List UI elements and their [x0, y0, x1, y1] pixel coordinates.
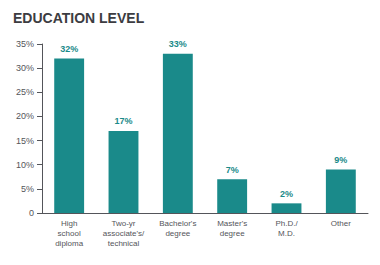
- svg-text:Bachelor's: Bachelor's: [159, 219, 196, 228]
- svg-text:Master's: Master's: [217, 219, 247, 228]
- svg-text:5%: 5%: [21, 184, 34, 194]
- svg-text:15%: 15%: [16, 136, 34, 146]
- svg-text:diploma: diploma: [55, 239, 84, 248]
- svg-text:25%: 25%: [16, 87, 34, 97]
- svg-text:35%: 35%: [16, 39, 34, 49]
- svg-text:7%: 7%: [226, 165, 239, 175]
- svg-text:Other: Other: [331, 219, 351, 228]
- svg-text:associate's/: associate's/: [103, 229, 145, 238]
- svg-text:17%: 17%: [114, 116, 132, 126]
- svg-text:technical: technical: [108, 239, 140, 248]
- svg-text:2%: 2%: [280, 189, 293, 199]
- svg-text:10%: 10%: [16, 160, 34, 170]
- svg-text:33%: 33%: [169, 39, 187, 49]
- svg-text:degree: degree: [165, 229, 190, 238]
- svg-text:0: 0: [29, 208, 34, 218]
- svg-text:degree: degree: [220, 229, 245, 238]
- svg-text:Ph.D./: Ph.D./: [275, 219, 298, 228]
- svg-text:EDUCATION LEVEL: EDUCATION LEVEL: [13, 10, 145, 26]
- svg-text:Two-yr: Two-yr: [112, 219, 136, 228]
- svg-text:30%: 30%: [16, 63, 34, 73]
- svg-text:20%: 20%: [16, 111, 34, 121]
- svg-text:9%: 9%: [334, 155, 347, 165]
- svg-text:school: school: [58, 229, 81, 238]
- svg-text:High: High: [61, 219, 77, 228]
- svg-text:32%: 32%: [60, 44, 78, 54]
- svg-text:M.D.: M.D.: [278, 229, 295, 238]
